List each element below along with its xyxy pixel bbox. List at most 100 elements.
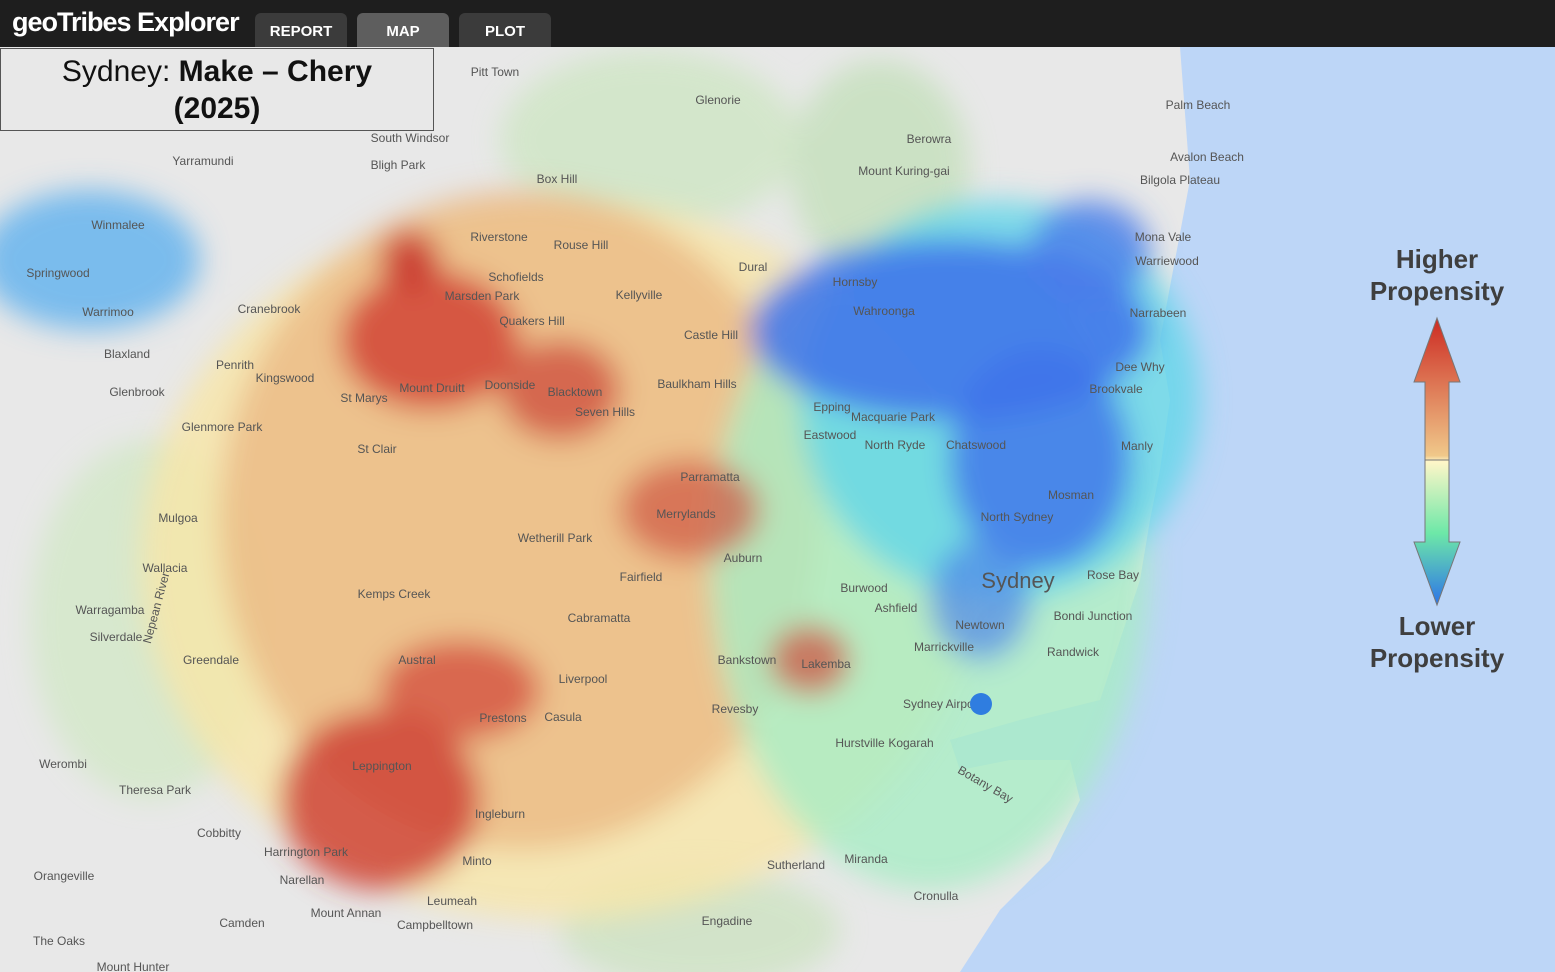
place-label: Leppington [352,759,411,773]
tab[interactable]: REPORT [255,13,347,47]
place-label: Silverdale [90,630,143,644]
place-label: North Sydney [981,510,1054,524]
place-label: Camden [219,916,264,930]
place-label: Kemps Creek [358,587,432,601]
place-label: Cranebrook [238,302,302,316]
title-box: Sydney: Make – Chery (2025) [0,48,434,131]
place-label: Riverstone [470,230,528,244]
place-label: Sydney Airport [903,697,982,711]
place-label: Yarramundi [172,154,233,168]
place-label: Blaxland [104,347,150,361]
tab[interactable]: PLOT [459,13,551,47]
place-label: Miranda [844,852,888,866]
place-label: The Oaks [33,934,85,948]
place-label: Minto [462,854,492,868]
place-label: Ingleburn [475,807,525,821]
place-label: Quakers Hill [499,314,564,328]
place-label: South Windsor [371,131,450,145]
top-bar: geoTribes Explorer REPORT MAP PLOT [0,0,1555,47]
place-label: Warragamba [76,603,145,617]
place-label: Warriewood [1135,254,1199,268]
place-label: Austral [398,653,435,667]
place-label: Bankstown [718,653,777,667]
airport-icon [970,693,992,715]
place-label: Orangeville [34,869,95,883]
place-label: Rouse Hill [554,238,609,252]
place-label: Bilgola Plateau [1140,173,1220,187]
place-label: Lakemba [801,657,851,671]
place-label: Berowra [907,132,952,146]
place-label: Casula [544,710,582,724]
place-label: Campbelltown [397,918,473,932]
place-label: Palm Beach [1166,98,1231,112]
heat [0,190,1200,920]
place-label: Revesby [712,702,759,716]
place-label: Theresa Park [119,783,192,797]
place-label: Castle Hill [684,328,738,342]
place-label: Narellan [280,873,325,887]
logo: geoTribes Explorer [12,7,240,37]
place-label: Randwick [1047,645,1100,659]
place-label: Wallacia [143,561,188,575]
place-label: Burwood [840,581,887,595]
place-label: Fairfield [620,570,663,584]
place-label: Box Hill [537,172,578,186]
place-label: Newtown [955,618,1004,632]
legend-low: Lower Propensity [1369,611,1505,673]
place-label: Merrylands [656,507,715,521]
place-label: Baulkham Hills [657,377,736,391]
place-label: Macquarie Park [851,410,936,424]
place-label: Narrabeen [1130,306,1187,320]
place-label: Penrith [216,358,254,372]
place-label: Rose Bay [1087,568,1139,582]
place-label: Glenbrook [109,385,165,399]
place-label: Mount Kuring-gai [858,164,949,178]
place-label: Hornsby [833,275,878,289]
place-label: Epping [813,400,850,414]
title-subject: Make – Chery [178,55,373,88]
place-label: Glenmore Park [182,420,264,434]
tab[interactable]: MAP [357,13,449,47]
place-label: Eastwood [804,428,857,442]
place-label: Kogarah [888,736,933,750]
place-label: Parramatta [680,470,740,484]
legend-high: Higher Propensity [1369,244,1505,306]
place-label: Marsden Park [445,289,521,303]
place-label: Schofields [488,270,543,284]
place-label: Mona Vale [1135,230,1192,244]
place-label: Mount Annan [311,906,382,920]
place-label: Sutherland [767,858,825,872]
place-label: Mount Druitt [399,381,465,395]
title-place: Sydney: [61,55,171,88]
place-label: Cronulla [914,889,959,903]
place-label: Harrington Park [264,845,349,859]
place-label: Leumeah [427,894,477,908]
place-label: Bondi Junction [1054,609,1133,623]
place-label: Kellyville [616,288,663,302]
place-label: Cobbitty [197,826,241,840]
place-label: Manly [1121,439,1153,453]
place-label: Warrimoo [82,305,134,319]
place-label: Seven Hills [575,405,635,419]
place-label: Greendale [183,653,239,667]
place-label: Wetherill Park [518,531,593,545]
place-labels: Pitt Town Glenorie Palm Beach South Windsor… [26,65,1244,972]
place-label: Brookvale [1089,382,1143,396]
place-label: Pitt Town [471,65,519,79]
place-label: Cabramatta [568,611,631,625]
place-label: Liverpool [559,672,608,686]
place-label: Werombi [39,757,87,771]
place-label: Marrickville [914,640,974,654]
place-label: Wahroonga [853,304,915,318]
title-year: (2025) [173,92,261,125]
place-label: Dee Why [1115,360,1164,374]
place-label: Blacktown [548,385,603,399]
place-label: Avalon Beach [1170,150,1244,164]
place-label: Springwood [26,266,89,280]
place-label: Dural [739,260,768,274]
place-label: Kingswood [256,371,315,385]
place-label: Hurstville [835,736,885,750]
legend-arrow [1413,316,1461,607]
